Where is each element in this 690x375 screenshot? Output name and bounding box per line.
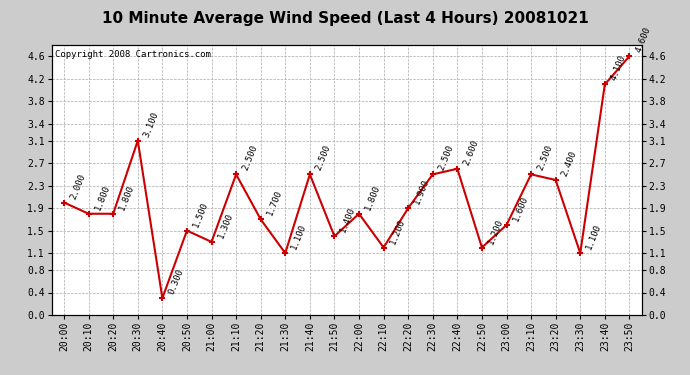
Text: 1.800: 1.800 — [93, 183, 112, 211]
Text: 2.000: 2.000 — [68, 172, 87, 200]
Text: 2.600: 2.600 — [462, 138, 480, 166]
Text: 1.100: 1.100 — [584, 223, 603, 251]
Text: Copyright 2008 Cartronics.com: Copyright 2008 Cartronics.com — [55, 50, 210, 59]
Text: 1.700: 1.700 — [265, 189, 284, 217]
Text: 3.100: 3.100 — [142, 110, 161, 138]
Text: 4.100: 4.100 — [609, 54, 628, 82]
Text: 1.400: 1.400 — [339, 206, 357, 234]
Text: 1.800: 1.800 — [117, 183, 136, 211]
Text: 4.600: 4.600 — [634, 26, 652, 54]
Text: 1.200: 1.200 — [486, 217, 505, 245]
Text: 2.400: 2.400 — [560, 150, 578, 178]
Text: 2.500: 2.500 — [437, 144, 455, 172]
Text: 2.500: 2.500 — [314, 144, 333, 172]
Text: 1.900: 1.900 — [413, 178, 431, 206]
Text: 0.300: 0.300 — [167, 268, 185, 296]
Text: 10 Minute Average Wind Speed (Last 4 Hours) 20081021: 10 Minute Average Wind Speed (Last 4 Hou… — [101, 11, 589, 26]
Text: 1.800: 1.800 — [364, 183, 382, 211]
Text: 1.100: 1.100 — [290, 223, 308, 251]
Text: 1.600: 1.600 — [511, 195, 529, 223]
Text: 2.500: 2.500 — [241, 144, 259, 172]
Text: 1.300: 1.300 — [216, 211, 235, 240]
Text: 1.200: 1.200 — [388, 217, 406, 245]
Text: 2.500: 2.500 — [535, 144, 554, 172]
Text: 1.500: 1.500 — [191, 200, 210, 228]
